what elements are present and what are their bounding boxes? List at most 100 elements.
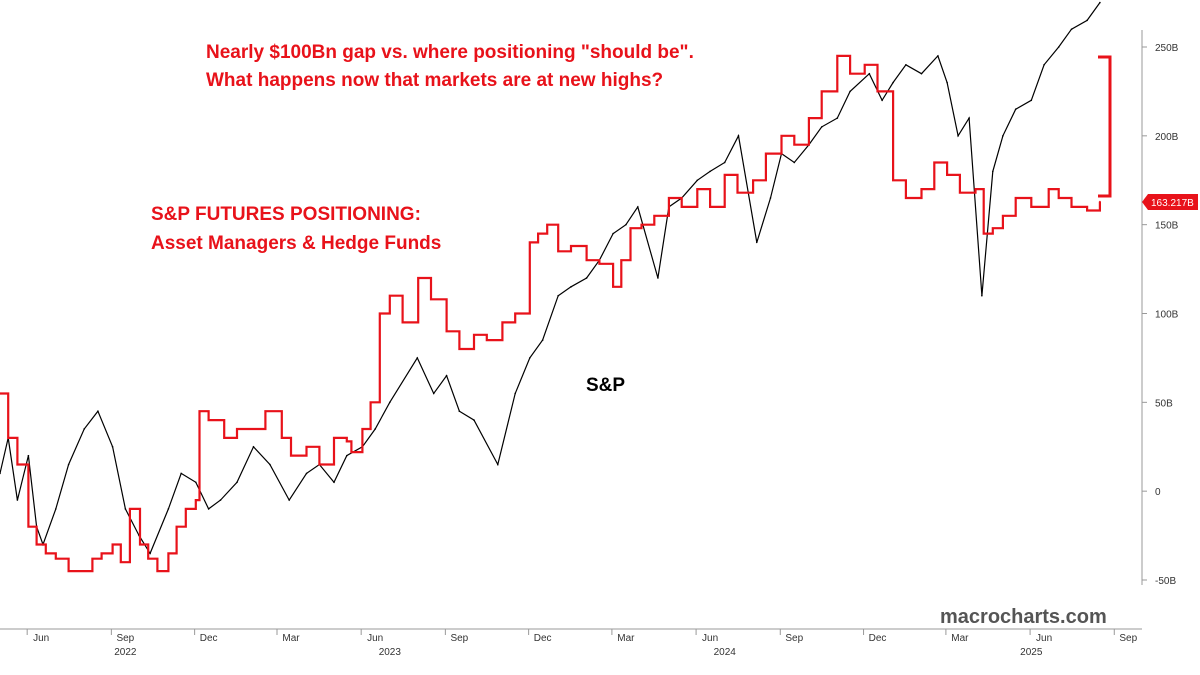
sp-data-point (67, 463, 70, 466)
sp-data-point (458, 410, 461, 413)
sp-data-point (541, 339, 544, 341)
y-tick-label: 150B (1155, 221, 1179, 232)
sp-data-point (625, 223, 627, 226)
sp-data-point (1070, 28, 1073, 31)
positioning-data-point (16, 463, 19, 466)
positioning-data-point (612, 286, 614, 288)
positioning-data-point (905, 197, 907, 199)
positioning-data-point (780, 135, 783, 137)
sp-data-point (585, 277, 588, 279)
sp-data-point (920, 72, 923, 75)
sp-data-point (97, 410, 99, 413)
sp-data-point (557, 294, 559, 297)
sp-data-point (769, 197, 772, 199)
positioning-data-point (570, 245, 572, 247)
sp-data-point (16, 499, 19, 501)
positioning-data-point (793, 143, 796, 146)
y-tick-label: 100B (1155, 310, 1179, 321)
positioning-data-point (389, 294, 391, 297)
positioning-data-point (378, 312, 381, 315)
sp-data-point (374, 428, 376, 430)
positioning-data-point (946, 174, 948, 176)
x-tick-label: Sep (785, 633, 803, 644)
sp-data-point (389, 401, 391, 404)
positioning-data-point (100, 552, 103, 555)
positioning-data-point (458, 348, 461, 350)
positioning-data-point (557, 250, 559, 253)
positioning-data-point (369, 401, 372, 404)
positioning-data-point (892, 179, 894, 182)
sp-data-point (737, 135, 740, 137)
sp-data-point (709, 170, 711, 173)
positioning-data-point (537, 232, 539, 235)
sp-data-point (416, 357, 419, 359)
positioning-data-point (765, 152, 767, 155)
y-tick-label: -50B (1155, 576, 1176, 587)
positioning-data-point (223, 437, 225, 439)
positioning-data-point (156, 570, 159, 572)
sp-data-point (346, 454, 348, 457)
positioning-data-point (668, 197, 670, 199)
positioning-data-point (147, 557, 150, 560)
positioning-data-point (167, 552, 170, 555)
positioning-data-point (863, 63, 866, 66)
sp-data-point (723, 161, 726, 164)
positioning-data-point (696, 188, 699, 190)
last-value-badge: 163.217B (1142, 194, 1198, 210)
x-tick-label: Dec (200, 633, 218, 644)
positioning-data-point (709, 206, 711, 208)
positioning-data-point (598, 262, 601, 265)
sp-data-point (1057, 46, 1060, 48)
sp-series-line (0, 2, 1101, 555)
positioning-data-point (333, 437, 335, 439)
sp-data-point (305, 472, 308, 475)
positioning-data-point (67, 570, 70, 572)
positioning-data-point (836, 55, 839, 57)
sp-data-point (1002, 135, 1004, 137)
positioning-data-point (430, 298, 432, 301)
sp-data-point (612, 232, 614, 235)
sp-data-point (836, 117, 839, 119)
positioning-data-point (820, 90, 823, 93)
positioning-data-point (350, 451, 353, 453)
last-value-badge-shape (1142, 194, 1198, 210)
positioning-data-point (198, 410, 201, 413)
x-tick-label: Sep (450, 633, 468, 644)
sp-data-point (992, 170, 994, 173)
x-year-label: 2022 (114, 647, 137, 658)
positioning-data-point (251, 428, 254, 430)
sp-data-point (83, 428, 85, 430)
x-tick-label: Jun (702, 633, 718, 644)
positioning-data-point (27, 525, 30, 528)
x-tick-label: Jun (1036, 633, 1052, 644)
sp-data-point (849, 90, 851, 93)
x-axis-ticks: Jun Sep Dec Mar Jun Sep Dec Mar Jun Sep Dec Mar Jun S… (26, 629, 1138, 658)
positioning-data-point (736, 191, 739, 194)
sp-data-point (946, 81, 948, 84)
sp-data-point (496, 463, 499, 466)
positioning-data-point (1047, 188, 1050, 190)
y-tick-label: 250B (1155, 43, 1179, 54)
sp-data-point (27, 454, 30, 457)
positioning-data-point (401, 321, 404, 324)
positioning-data-point (207, 419, 210, 421)
sp-data-point (529, 357, 531, 359)
x-tick-label: Mar (282, 633, 300, 644)
sp-data-point (905, 63, 907, 66)
positioning-data-point (129, 508, 131, 510)
positioning-data-point (585, 259, 588, 262)
positioning-data-point (361, 428, 364, 430)
positioning-data-point (83, 570, 85, 572)
positioning-data-point (1099, 200, 1101, 203)
series-label-line-2: Asset Managers & Hedge Funds (151, 233, 441, 254)
last-value-label: 163.217B (1151, 198, 1194, 209)
sp-data-point (820, 126, 823, 128)
positioning-data-point (723, 174, 726, 176)
positioning-data-point (55, 557, 57, 560)
positioning-data-point (264, 410, 267, 413)
gap-bracket (1098, 55, 1112, 198)
positioning-data-point (1014, 197, 1017, 199)
x-year-label: 2023 (379, 647, 402, 658)
sp-data-point (892, 81, 894, 84)
